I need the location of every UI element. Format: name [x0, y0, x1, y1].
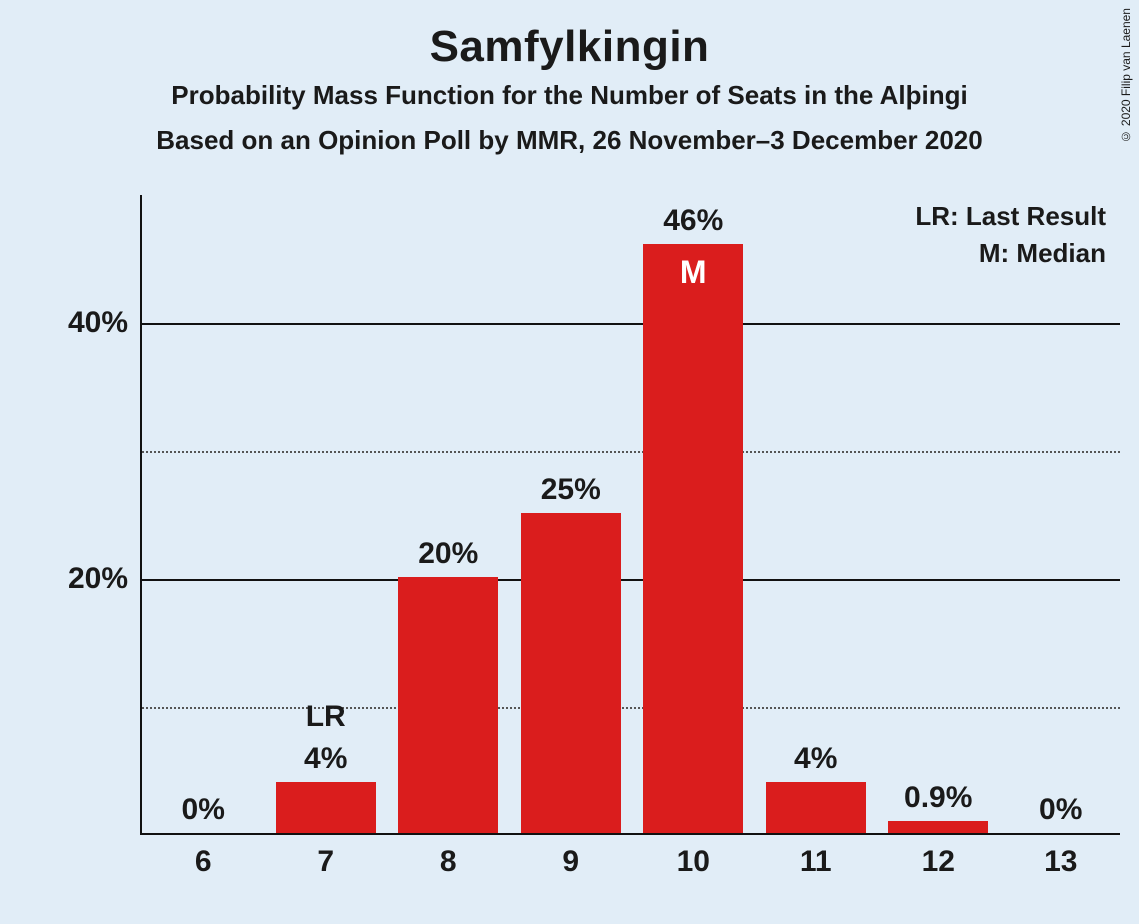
bar: 4% [766, 782, 866, 833]
median-marker: M [680, 254, 707, 291]
lr-marker: LR [306, 700, 346, 782]
y-axis-tick: 20% [68, 562, 142, 596]
chart-title: Samfylkingin [0, 0, 1139, 72]
chart-subtitle-two: Based on an Opinion Poll by MMR, 26 Nove… [0, 125, 1139, 156]
legend: LR: Last Result M: Median [915, 201, 1106, 275]
copyright-text: © 2020 Filip van Laenen [1119, 8, 1133, 143]
bar: 4%LR [276, 782, 376, 833]
grid-major-line [142, 579, 1120, 581]
bar-value-label: 0.9% [904, 781, 972, 821]
x-axis-tick: 7 [317, 833, 334, 879]
grid-major-line [142, 323, 1120, 325]
bar-value-label: 4% [794, 742, 837, 782]
y-axis-tick: 40% [68, 306, 142, 340]
plot-area: LR: Last Result M: Median 20%40%0%64%LR7… [140, 195, 1120, 835]
bar-value-label: 25% [541, 473, 601, 513]
grid-minor-line [142, 707, 1120, 709]
bar-value-label: 0% [182, 793, 225, 833]
x-axis-tick: 11 [800, 833, 832, 879]
bar: 46%M [643, 244, 743, 833]
chart-subtitle: Probability Mass Function for the Number… [0, 80, 1139, 111]
bar: 20% [398, 577, 498, 833]
chart-container: LR: Last Result M: Median 20%40%0%64%LR7… [70, 195, 1120, 895]
bar-value-label: 46% [663, 204, 723, 244]
x-axis-tick: 10 [677, 833, 710, 879]
bar-value-label: 0% [1039, 793, 1082, 833]
x-axis-tick: 6 [195, 833, 212, 879]
legend-m: M: Median [915, 238, 1106, 269]
grid-minor-line [142, 451, 1120, 453]
bar: 0.9% [888, 821, 988, 833]
x-axis-tick: 9 [562, 833, 579, 879]
x-axis-tick: 12 [922, 833, 955, 879]
legend-lr: LR: Last Result [915, 201, 1106, 232]
x-axis-tick: 8 [440, 833, 457, 879]
x-axis-tick: 13 [1044, 833, 1077, 879]
bar: 25% [521, 513, 621, 833]
bar-value-label: 20% [418, 537, 478, 577]
